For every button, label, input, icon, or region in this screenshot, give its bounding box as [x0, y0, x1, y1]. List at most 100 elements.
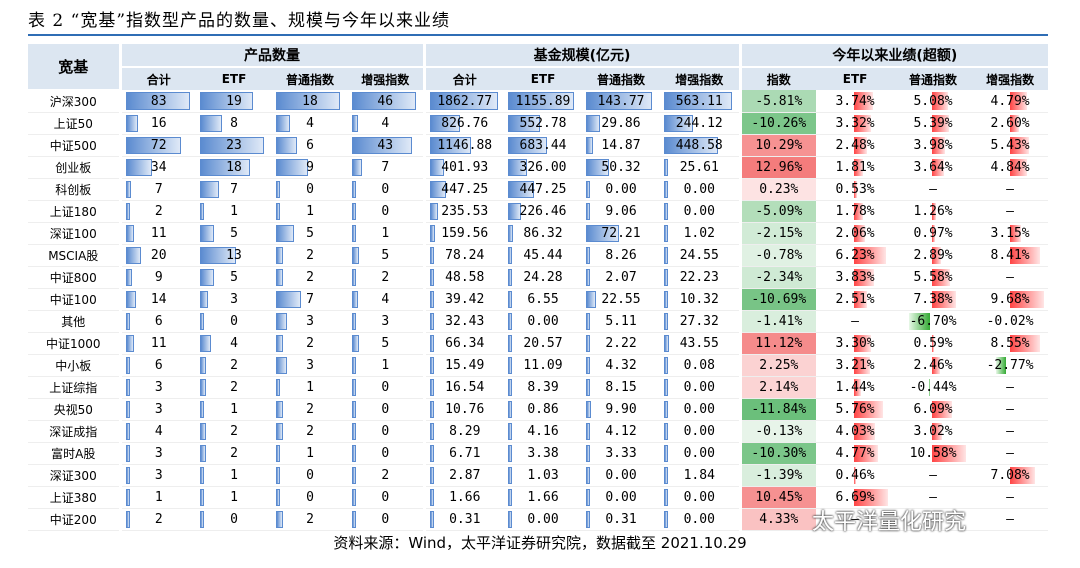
table-row: 创业板 34 18 9 7 401.93 326.00 50.32 25.61 12.96% 1.8…: [28, 156, 1049, 179]
data-bar: [200, 115, 223, 132]
data-bar: [508, 357, 512, 374]
table-cell: 25.61: [660, 156, 741, 179]
data-bar: [200, 181, 220, 198]
perf-cell: 6.69%: [816, 486, 895, 509]
positive-bar: [854, 467, 857, 484]
table-cell: 0.00: [582, 486, 660, 509]
group-size-header: 基金规模(亿元): [422, 44, 741, 68]
table-cell: 0.31: [582, 508, 660, 531]
perf-cell: 10.29%: [738, 134, 817, 157]
data-bar: [429, 467, 434, 484]
data-bar: [586, 357, 590, 374]
perf-cell: 2.51%: [816, 288, 895, 311]
perf-cell: 5.43%: [972, 134, 1049, 157]
row-name: 中证1000: [28, 332, 120, 355]
data-bar: [664, 181, 668, 198]
perf-cell: –: [972, 398, 1049, 421]
data-bar: [429, 181, 446, 198]
data-bar: [586, 115, 600, 132]
data-bar: [664, 379, 668, 396]
table-cell: 2: [272, 266, 348, 289]
data-bar: [586, 291, 597, 308]
data-bar: [508, 92, 574, 110]
row-name: 上证180: [28, 200, 120, 223]
data-bar: [586, 489, 590, 506]
data-bar: [664, 137, 719, 154]
table-cell: 46: [348, 90, 424, 113]
positive-bar: [932, 269, 950, 286]
data-bar: [429, 423, 434, 440]
table-cell: 0.00: [660, 420, 741, 443]
table-cell: 45.44: [504, 244, 582, 267]
table-cell: 0.86: [504, 398, 582, 421]
perf-cell: –: [972, 420, 1049, 443]
data-bar: [276, 313, 287, 330]
table-row: 其他 6 0 3 3 32.43 0.00 5.11 27.32 -1.41% – -6.70% -0.…: [28, 310, 1049, 333]
data-bar: [352, 445, 356, 462]
table-cell: 7: [118, 178, 196, 201]
perf-cell: 5.58%: [894, 266, 973, 289]
positive-bar: [854, 489, 889, 506]
table-cell: 72.21: [582, 222, 660, 245]
data-bar: [125, 203, 130, 220]
table-cell: 66.34: [422, 332, 504, 355]
perf-cell: -10.30%: [738, 442, 817, 465]
data-bar: [276, 467, 280, 484]
data-bar: [200, 489, 204, 506]
positive-bar: [854, 401, 884, 418]
row-name: MSCIA股: [28, 244, 120, 267]
table-cell: 0.00: [582, 178, 660, 201]
data-bar: [352, 137, 412, 154]
table-cell: 1: [196, 200, 272, 223]
perf-cell: 3.21%: [816, 354, 895, 377]
data-bar: [200, 137, 264, 154]
data-bar: [276, 511, 284, 528]
perf-cell: 4.84%: [972, 156, 1049, 179]
data-bar: [508, 269, 512, 286]
table-cell: 826.76: [422, 112, 504, 135]
table-row: 上证380 1 1 0 0 1.66 1.66 0.00 0.00 10.45% 6.69% – –: [28, 486, 1049, 509]
data-bar: [586, 92, 652, 110]
watermark: 太平洋量化研究: [812, 510, 967, 535]
table-cell: 23: [196, 134, 272, 157]
table-cell: 1: [196, 486, 272, 509]
table-cell: 7: [196, 178, 272, 201]
row-name: 其他: [28, 310, 120, 333]
table-row: 中证1000 11 4 2 5 66.34 20.57 2.22 43.55 11.12% 3.30…: [28, 332, 1049, 355]
table-cell: 11: [118, 332, 196, 355]
data-bar: [664, 423, 668, 440]
data-bar: [508, 247, 512, 264]
table-cell: 16.54: [422, 376, 504, 399]
table-row: 中证800 9 5 2 2 48.58 24.28 2.07 22.23 -2.34% 3.83% 5…: [28, 266, 1049, 289]
data-bar: [125, 137, 182, 154]
row-name: 深证100: [28, 222, 120, 245]
perf-cell: 11.12%: [738, 332, 817, 355]
sub-header: 普通指数: [272, 67, 348, 90]
table-cell: 9: [118, 266, 196, 289]
data-bar: [200, 401, 204, 418]
perf-cell: –: [972, 442, 1049, 465]
perf-cell: 8.55%: [972, 332, 1049, 355]
data-bar: [352, 225, 356, 242]
table-cell: 2: [118, 200, 196, 223]
data-bar: [429, 291, 434, 308]
row-name: 中证200: [28, 508, 120, 531]
data-bar: [508, 335, 512, 352]
data-bar: [508, 423, 512, 440]
perf-cell: 7.38%: [894, 288, 973, 311]
data-bar: [276, 181, 280, 198]
table-cell: 1: [272, 376, 348, 399]
data-bar: [276, 357, 287, 374]
table-cell: 2: [196, 442, 272, 465]
perf-cell: –: [972, 178, 1049, 201]
data-bar: [352, 269, 356, 286]
table-cell: 16: [118, 112, 196, 135]
table-cell: 2: [196, 420, 272, 443]
table-row: 沪深300 83 19 18 46 1862.77 1155.89 143.77 563.11-…: [28, 90, 1049, 113]
table-cell: 552.78: [504, 112, 582, 135]
data-bar: [352, 247, 359, 264]
table-cell: 3: [118, 376, 196, 399]
table-cell: 19: [196, 90, 272, 113]
table-cell: 2: [272, 244, 348, 267]
table-cell: 78.24: [422, 244, 504, 267]
